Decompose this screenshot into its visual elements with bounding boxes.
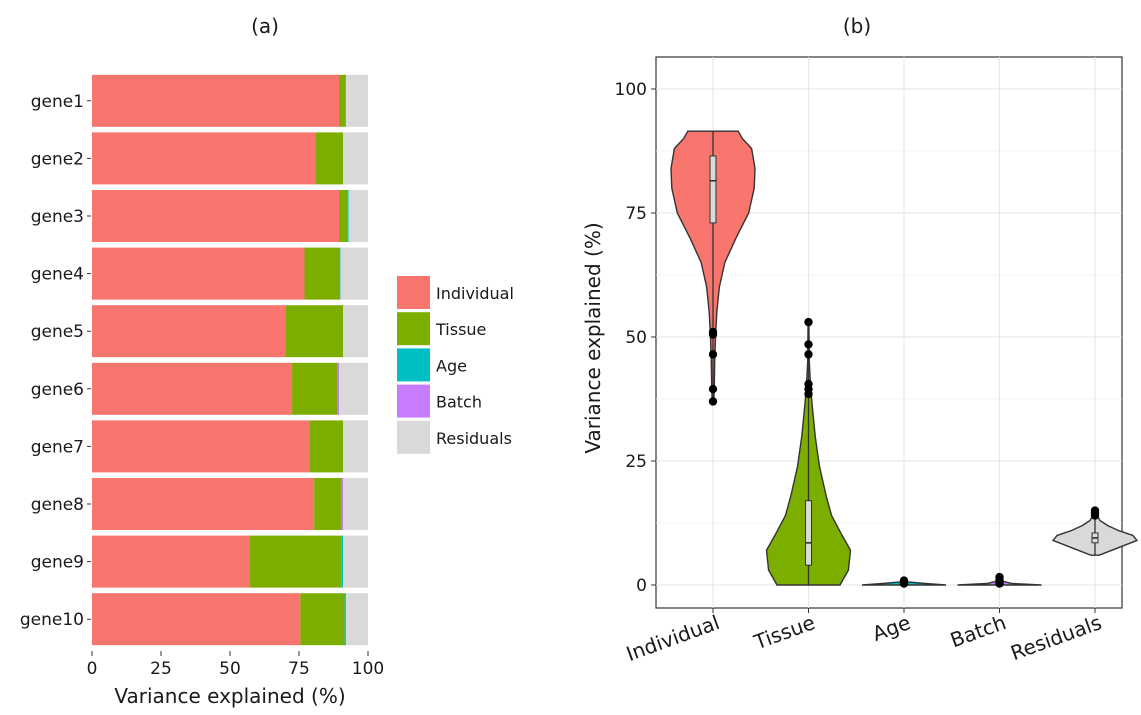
outlier-point — [804, 389, 813, 399]
bar-gene9-residuals — [343, 535, 368, 588]
outlier-point — [995, 579, 1004, 588]
bars-layer — [92, 74, 368, 646]
bar-gene6-tissue — [292, 362, 338, 415]
bar-gene9-individual — [92, 535, 250, 588]
legend-label-residuals: Residuals — [436, 429, 512, 448]
bar-gene2-tissue — [315, 132, 344, 185]
legend-key-batch — [397, 384, 430, 418]
gene-label: gene9 — [31, 553, 84, 573]
bar-gene8-tissue — [314, 478, 342, 530]
outlier-point — [1090, 511, 1100, 520]
outlier-point — [804, 340, 813, 349]
bar-gene2-individual — [92, 132, 316, 185]
bar-gene3-tissue — [339, 190, 348, 242]
x-tick-label-tissue: Tissue — [750, 610, 818, 654]
gene-label: gene4 — [31, 265, 84, 285]
bar-gene7-individual — [92, 420, 311, 473]
bar-gene4-individual — [92, 247, 305, 300]
x-axis-title: Variance explained (%) — [114, 684, 345, 708]
outlier-point — [804, 350, 813, 359]
bar-gene7-residuals — [343, 420, 368, 473]
legend: Individual Tissue Age Batch Residuals — [397, 276, 514, 454]
panel-a-label: (a) — [251, 14, 279, 38]
outlier-point — [708, 397, 718, 406]
outlier-point — [708, 384, 718, 394]
gene-axis: gene1 gene2 gene3 gene4 gene5 gene6 gene7 gene8… — [20, 92, 91, 630]
box-individual — [709, 155, 717, 224]
outlier-point — [899, 579, 909, 588]
bar-gene1-individual — [92, 74, 340, 127]
legend-label-batch: Batch — [436, 393, 482, 412]
bar-gene6-individual — [92, 362, 293, 415]
legend-label-age: Age — [436, 356, 467, 375]
outlier-point — [708, 330, 718, 339]
bar-gene9-tissue — [249, 535, 342, 588]
stacked-bar-chart: gene1 gene2 gene3 gene4 gene5 gene6 gene7 gene8… — [20, 74, 384, 708]
x-tick-label: 75 — [288, 659, 310, 679]
bar-gene4-residuals — [340, 247, 368, 300]
bar-gene5-residuals — [343, 305, 368, 358]
gene-label: gene5 — [31, 322, 84, 342]
legend-label-individual: Individual — [436, 284, 514, 303]
bar-gene8-batch — [341, 478, 344, 530]
gene-label: gene1 — [31, 92, 84, 112]
x-tick-label-individual: Individual — [623, 610, 723, 666]
bar-gene8-individual — [92, 478, 315, 530]
y-axis-title: Variance explained (%) — [581, 222, 605, 453]
bar-gene3-individual — [92, 190, 340, 242]
bar-gene3-residuals — [348, 190, 368, 242]
panel-b-label: (b) — [843, 14, 871, 38]
y-tick-label: 0 — [636, 576, 647, 596]
outlier-point — [804, 317, 813, 327]
legend-key-age — [397, 348, 430, 382]
bar-gene3-age — [347, 190, 349, 242]
y-tick-label: 75 — [625, 204, 647, 224]
gene-label: gene3 — [31, 207, 84, 227]
bar-gene10-age — [344, 593, 346, 646]
box-tissue — [805, 500, 812, 566]
y-axis: 0 25 50 75 100 — [615, 80, 656, 596]
bar-gene8-residuals — [343, 478, 368, 530]
x-axis: 0 25 50 75 100 — [87, 651, 384, 679]
bar-gene5-individual — [92, 305, 286, 358]
bar-gene1-tissue — [339, 74, 346, 127]
y-tick-label: 25 — [625, 452, 647, 472]
x-tick-label: 25 — [150, 659, 172, 679]
bar-gene4-tissue — [304, 247, 340, 300]
violin-chart: 0 25 50 75 100 Individual Tissue Age BatchResid… — [581, 56, 1139, 666]
legend-key-residuals — [397, 420, 430, 454]
legend-label-tissue: Tissue — [435, 320, 486, 339]
legend-key-individual — [397, 276, 430, 309]
legend-key-tissue — [397, 312, 430, 346]
gene-label: gene6 — [31, 380, 84, 400]
bar-gene9-age — [341, 535, 344, 588]
bar-gene1-residuals — [345, 74, 368, 127]
y-tick-label: 100 — [615, 80, 647, 100]
y-tick-label: 50 — [625, 328, 647, 348]
bar-gene10-individual — [92, 593, 301, 646]
gene-label: gene10 — [20, 610, 84, 630]
bar-gene2-residuals — [343, 132, 368, 185]
bar-gene10-residuals — [345, 593, 368, 646]
bar-gene4-age — [339, 247, 341, 300]
bar-gene10-tissue — [300, 593, 345, 646]
x-tick-label: 50 — [219, 659, 241, 679]
bar-gene7-tissue — [310, 420, 344, 473]
x-tick-label-age: Age — [869, 610, 914, 646]
violins-layer — [670, 130, 1139, 588]
bar-gene6-batch — [337, 362, 340, 415]
x-tick-label-residuals: Residuals — [1007, 610, 1104, 665]
gene-label: gene8 — [31, 495, 84, 515]
bar-gene6-residuals — [339, 362, 368, 415]
bar-gene5-tissue — [285, 305, 344, 358]
outlier-point — [708, 350, 718, 359]
gene-label: gene7 — [31, 437, 84, 457]
x-tick-label: 0 — [87, 659, 98, 679]
x-tick-label-batch: Batch — [947, 610, 1009, 652]
x-tick-label: 100 — [352, 659, 384, 679]
gene-label: gene2 — [31, 149, 84, 169]
